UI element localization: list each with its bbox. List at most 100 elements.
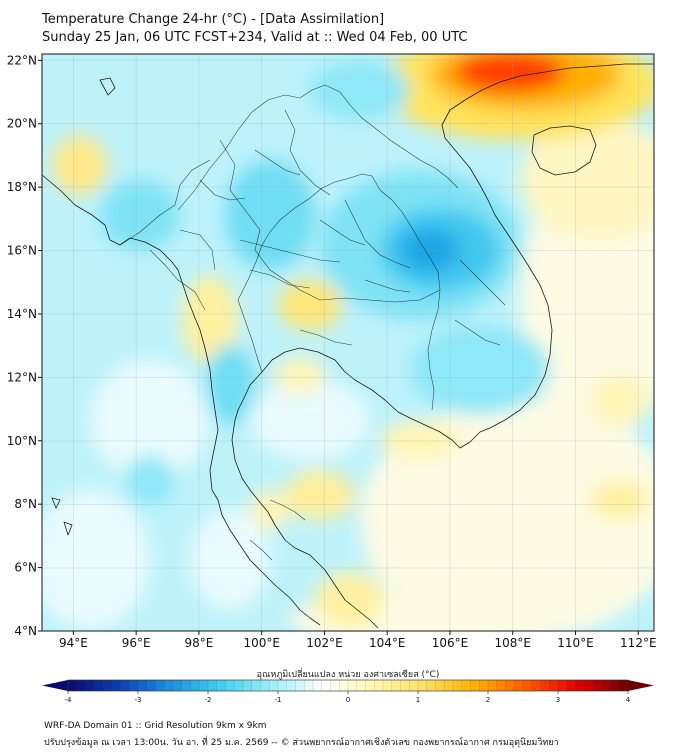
graticule bbox=[42, 54, 654, 631]
colorbar-swatch bbox=[76, 679, 87, 692]
colorbar-swatch bbox=[216, 679, 227, 692]
colorbar-swatch bbox=[601, 679, 612, 692]
longitude-axis: 94°E 96°E 98°E 100°E 102°E 104°E 106°E 108°E 110… bbox=[59, 631, 657, 650]
colorbar-swatch bbox=[172, 679, 183, 692]
colorbar-swatch bbox=[295, 679, 305, 692]
colorbar-swatch bbox=[129, 679, 139, 692]
colorbar-swatch bbox=[391, 679, 402, 692]
colorbar-swatch bbox=[400, 679, 410, 692]
colorbar-swatch bbox=[321, 679, 332, 692]
lon-tick-label: 110°E bbox=[557, 636, 594, 650]
colorbar-tick-label: -3 bbox=[135, 696, 142, 704]
colorbar-swatch bbox=[181, 679, 192, 692]
colorbar-swatch bbox=[435, 679, 445, 692]
colorbar-title: อุณหภูมิเปลี่ยนแปลง หน่วย องศาเซลเซียส (… bbox=[257, 667, 440, 680]
footer-credit: ปรับปรุงข้อมูล ณ เวลา 13:00น. วัน อา. ที… bbox=[44, 738, 559, 748]
lon-tick-label: 100°E bbox=[243, 636, 280, 650]
lon-tick-label: 106°E bbox=[432, 636, 469, 650]
lat-tick-label: 6°N bbox=[14, 561, 37, 575]
colorbar-swatch bbox=[339, 679, 349, 692]
colorbar-swatch bbox=[505, 679, 515, 692]
lat-tick-label: 4°N bbox=[14, 624, 37, 638]
colorbar-swatch bbox=[94, 679, 104, 692]
lon-tick-label: 98°E bbox=[184, 636, 213, 650]
colorbar-swatch bbox=[225, 679, 235, 692]
colorbar-swatch bbox=[470, 679, 480, 692]
colorbar-swatch bbox=[549, 679, 559, 692]
lon-tick-label: 96°E bbox=[122, 636, 151, 650]
coastline bbox=[42, 63, 654, 629]
lat-tick-label: 10°N bbox=[7, 434, 37, 448]
lat-tick-label: 14°N bbox=[7, 307, 37, 321]
colorbar-swatch bbox=[304, 679, 314, 692]
colorbar-swatch bbox=[382, 679, 393, 692]
colorbar-swatches bbox=[67, 679, 629, 692]
colorbar-swatch bbox=[461, 679, 472, 692]
colorbar-swatch bbox=[67, 679, 78, 692]
colorbar-swatch bbox=[409, 679, 419, 692]
colorbar-tick-label: -2 bbox=[205, 696, 212, 704]
colorbar-swatch bbox=[610, 679, 620, 692]
colorbar-min-extension bbox=[42, 680, 68, 691]
colorbar-swatch bbox=[417, 679, 428, 692]
colorbar-tick-label: 1 bbox=[416, 696, 420, 704]
colorbar-swatch bbox=[199, 679, 209, 692]
colorbar-swatch bbox=[137, 679, 148, 692]
colorbar-swatch bbox=[111, 679, 122, 692]
colorbar-swatch bbox=[575, 679, 585, 692]
colorbar-tick-label: 4 bbox=[626, 696, 631, 704]
colorbar-swatch bbox=[452, 679, 463, 692]
colorbar-tick-label: 0 bbox=[346, 696, 350, 704]
colorbar-swatch bbox=[356, 679, 367, 692]
lat-tick-label: 8°N bbox=[14, 497, 37, 511]
lon-tick-label: 94°E bbox=[59, 636, 88, 650]
colorbar-swatch bbox=[496, 679, 507, 692]
lon-tick-label: 112°E bbox=[620, 636, 657, 650]
colorbar-swatch bbox=[557, 679, 568, 692]
colorbar-swatch bbox=[312, 679, 323, 692]
colorbar-swatch bbox=[164, 679, 174, 692]
colorbar-swatch bbox=[207, 679, 218, 692]
colorbar-swatch bbox=[286, 679, 297, 692]
colorbar-swatch bbox=[260, 679, 270, 692]
colorbar-tick-label: 3 bbox=[556, 696, 560, 704]
lon-tick-label: 102°E bbox=[306, 636, 343, 650]
colorbar-swatch bbox=[234, 679, 244, 692]
latitude-axis: 22°N 20°N 18°N 16°N 14°N 12°N 10°N 8°N 6°N 4°N bbox=[7, 53, 42, 638]
colorbar-swatch bbox=[365, 679, 375, 692]
colorbar-swatch bbox=[347, 679, 358, 692]
lat-tick-label: 12°N bbox=[7, 370, 37, 384]
colorbar-swatch bbox=[85, 679, 95, 692]
colorbar-swatch bbox=[277, 679, 288, 692]
colorbar-tick-label: -4 bbox=[65, 696, 73, 704]
colorbar-swatch bbox=[102, 679, 113, 692]
colorbar-tick-label: -1 bbox=[275, 696, 282, 704]
lon-tick-label: 108°E bbox=[495, 636, 532, 650]
lat-tick-label: 18°N bbox=[7, 180, 37, 194]
colorbar-swatch bbox=[426, 679, 437, 692]
colorbar-swatch bbox=[514, 679, 524, 692]
colorbar: อุณหภูมิเปลี่ยนแปลง หน่วย องศาเซลเซียส (… bbox=[42, 667, 654, 704]
colorbar-tick-label: 2 bbox=[486, 696, 490, 704]
colorbar-swatch bbox=[619, 679, 629, 692]
colorbar-swatch bbox=[522, 679, 533, 692]
colorbar-swatch bbox=[531, 679, 542, 692]
footer-model-info: WRF-DA Domain 01 :: Grid Resolution 9km … bbox=[44, 721, 267, 731]
temperature-field bbox=[42, 54, 654, 631]
colorbar-swatch bbox=[566, 679, 577, 692]
map-frame bbox=[41, 53, 655, 632]
colorbar-max-extension bbox=[628, 680, 654, 691]
colorbar-swatch bbox=[120, 679, 130, 692]
colorbar-swatch bbox=[155, 679, 165, 692]
colorbar-swatch bbox=[479, 679, 489, 692]
country-borders bbox=[119, 84, 506, 561]
chart-subtitle: Sunday 25 Jan, 06 UTC FCST+234, Valid at… bbox=[42, 30, 468, 45]
colorbar-ticks: -4 -3 -2 -1 0 1 2 3 4 bbox=[65, 691, 631, 704]
colorbar-swatch bbox=[269, 679, 279, 692]
lat-tick-label: 22°N bbox=[7, 53, 37, 67]
colorbar-swatch bbox=[190, 679, 200, 692]
colorbar-swatch bbox=[584, 679, 594, 692]
colorbar-swatch bbox=[146, 679, 157, 692]
colorbar-swatch bbox=[487, 679, 498, 692]
